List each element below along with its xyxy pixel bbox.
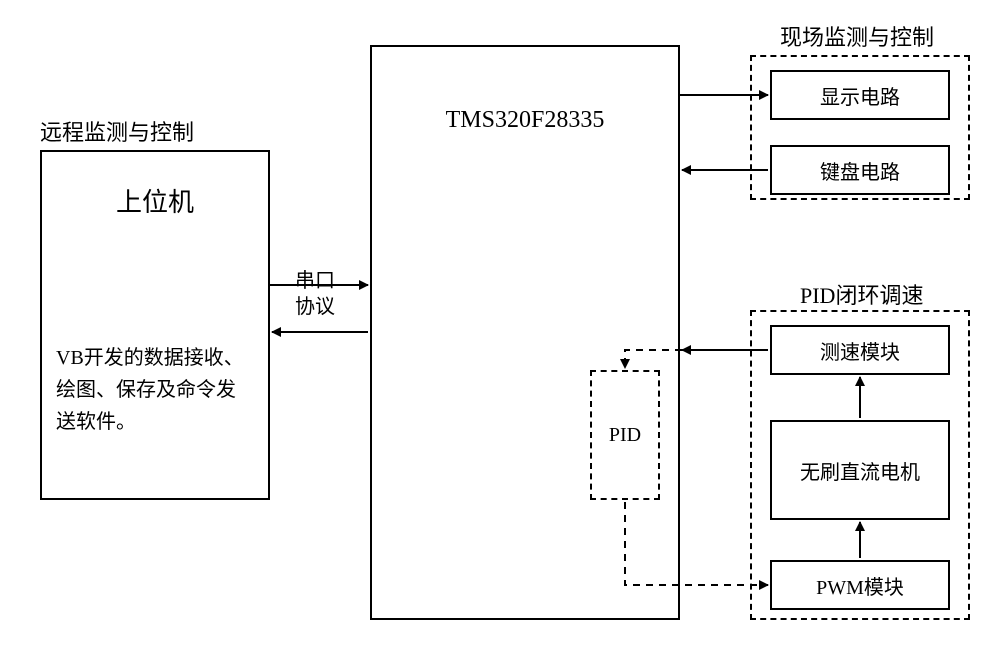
motor-label: 无刷直流电机 <box>800 456 920 485</box>
pwm-label: PWM模块 <box>816 571 904 600</box>
pid-inner-label: PID <box>609 424 641 447</box>
keyboard-label: 键盘电路 <box>820 156 900 185</box>
display-box: 显示电路 <box>770 70 950 120</box>
serial-line2: 协议 <box>295 294 335 320</box>
serial-label: 串口 协议 <box>295 268 335 320</box>
speed-box: 测速模块 <box>770 325 950 375</box>
host-top-label: 上位机 <box>42 152 268 219</box>
field-title: 现场监测与控制 <box>780 20 934 52</box>
pid-title: PID闭环调速 <box>800 278 923 310</box>
keyboard-box: 键盘电路 <box>770 145 950 195</box>
serial-line1: 串口 <box>295 268 335 294</box>
pwm-box: PWM模块 <box>770 560 950 610</box>
motor-box: 无刷直流电机 <box>770 420 950 520</box>
speed-label: 测速模块 <box>820 336 900 365</box>
dsp-label: TMS320F28335 <box>446 107 605 134</box>
host-box: 上位机 VB开发的数据接收、绘图、保存及命令发送软件。 <box>40 150 270 500</box>
dsp-box: TMS320F28335 <box>370 45 680 620</box>
pid-inner-box: PID <box>590 370 660 500</box>
display-label: 显示电路 <box>820 81 900 110</box>
remote-title: 远程监测与控制 <box>40 115 194 147</box>
host-desc: VB开发的数据接收、绘图、保存及命令发送软件。 <box>56 342 254 438</box>
